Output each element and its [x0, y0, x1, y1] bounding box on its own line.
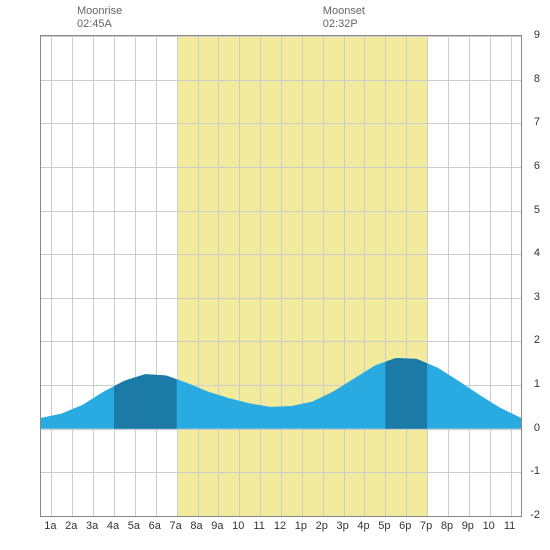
x-tick-label: 2p	[316, 520, 328, 532]
y-tick-label: 4	[534, 247, 540, 259]
x-tick-label: 10	[483, 520, 495, 532]
x-axis-labels: 1a 2a 3a 4a 5a 6a 7a 8a 9a 10 11 12 1p 2p 3p 4p 5p 6p 7p 8p…	[40, 520, 520, 540]
header-labels: Moonrise 02:45A Moonset 02:32P	[0, 5, 550, 35]
moonset-title: Moonset	[323, 5, 365, 18]
y-tick-label: 0	[534, 422, 540, 434]
x-tick-label: 7p	[420, 520, 432, 532]
x-tick-label: 2a	[65, 520, 77, 532]
x-tick-label: 12	[274, 520, 286, 532]
grid-line-horizontal	[41, 516, 521, 517]
tide-area-dark-0	[114, 374, 177, 429]
x-tick-label: 1p	[295, 520, 307, 532]
moonrise-time: 02:45A	[77, 18, 122, 31]
y-tick-label: 2	[534, 334, 540, 346]
x-tick-label: 11	[253, 520, 264, 532]
x-tick-label: 6a	[149, 520, 161, 532]
x-tick-label: 8p	[441, 520, 453, 532]
x-tick-label: 1a	[44, 520, 56, 532]
x-tick-label: 5p	[378, 520, 390, 532]
tide-area-light	[41, 358, 521, 429]
tide-curve	[41, 36, 521, 516]
x-tick-label: 11	[504, 520, 515, 532]
x-tick-label: 4a	[107, 520, 119, 532]
y-tick-label: 5	[534, 204, 540, 216]
y-tick-label: 7	[534, 116, 540, 128]
x-tick-label: 8a	[190, 520, 202, 532]
y-tick-label: 6	[534, 160, 540, 172]
x-tick-label: 6p	[399, 520, 411, 532]
moonrise-title: Moonrise	[77, 5, 122, 18]
y-tick-label: 3	[534, 291, 540, 303]
moonset-label: Moonset 02:32P	[323, 5, 365, 31]
y-tick-label: 9	[534, 29, 540, 41]
x-tick-label: 9p	[462, 520, 474, 532]
y-tick-label: 1	[534, 378, 540, 390]
x-tick-label: 5a	[128, 520, 140, 532]
plot-area	[40, 35, 522, 517]
x-tick-label: 4p	[357, 520, 369, 532]
tide-area-dark-1	[385, 358, 427, 429]
tide-chart: Moonrise 02:45A Moonset 02:32P -2-101234…	[0, 0, 550, 550]
moonset-time: 02:32P	[323, 18, 365, 31]
y-tick-label: -1	[530, 465, 540, 477]
y-axis-labels: -2-10123456789	[515, 35, 540, 515]
x-tick-label: 9a	[211, 520, 223, 532]
moonrise-label: Moonrise 02:45A	[77, 5, 122, 31]
y-tick-label: 8	[534, 73, 540, 85]
x-tick-label: 10	[232, 520, 244, 532]
x-tick-label: 3p	[336, 520, 348, 532]
x-tick-label: 7a	[170, 520, 182, 532]
y-tick-label: -2	[530, 509, 540, 521]
x-tick-label: 3a	[86, 520, 98, 532]
